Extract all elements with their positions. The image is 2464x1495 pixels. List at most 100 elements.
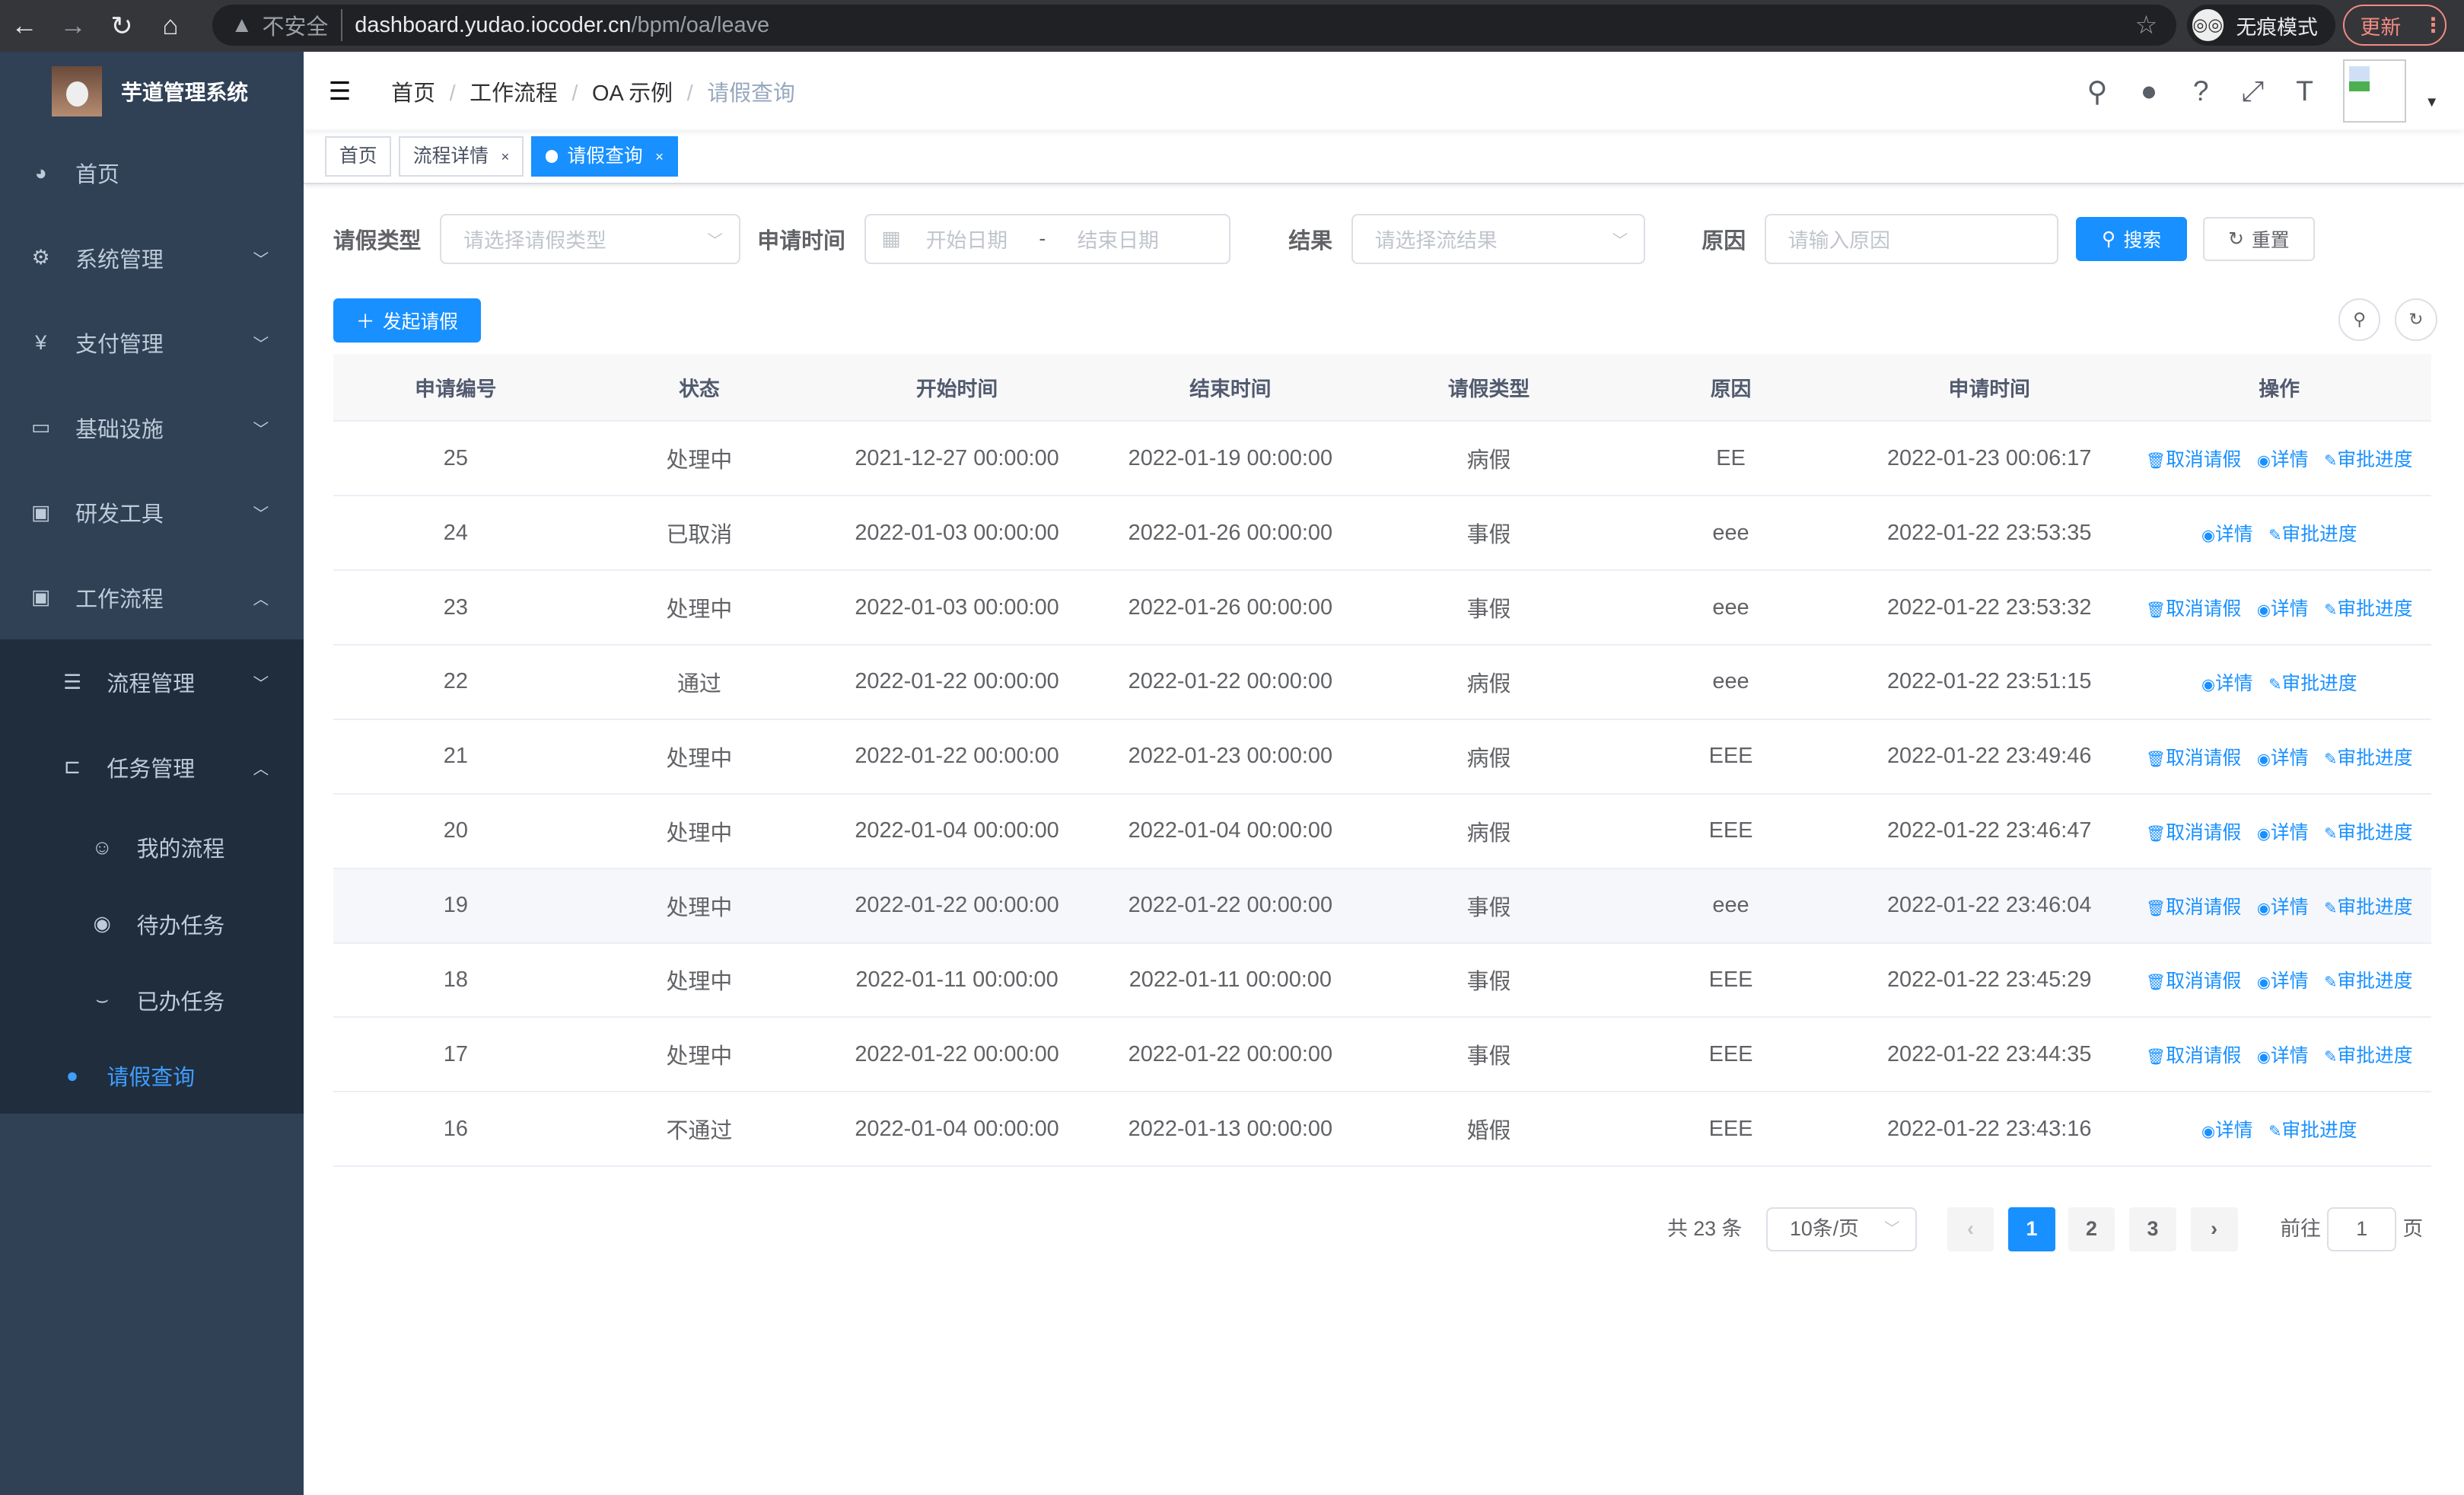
bookmark-star-icon[interactable]: ☆ xyxy=(2135,11,2158,40)
page-button[interactable]: 1 xyxy=(2008,1207,2055,1251)
search-label: 搜索 xyxy=(2123,230,2162,251)
cancel-leave-link[interactable]: 🗑取消请假 xyxy=(2146,748,2241,769)
refresh-button[interactable]: ↻ xyxy=(2395,298,2437,342)
back-icon[interactable]: ← xyxy=(11,11,38,41)
search-button[interactable]: ⚲ 搜索 xyxy=(2075,216,2188,261)
result-select[interactable]: 请选择流结果 ﹀ xyxy=(1351,213,1645,264)
detail-link[interactable]: ◉详情 xyxy=(2257,748,2309,769)
actions-cell: 🗑取消请假 ◉详情 ✎审批进度 xyxy=(2127,1017,2431,1093)
reason-input[interactable]: 请输入原因 xyxy=(1764,213,2059,264)
table-cell: 19 xyxy=(333,868,578,944)
tag-process-detail[interactable]: 流程详情 × xyxy=(399,135,524,177)
cancel-leave-link[interactable]: 🗑取消请假 xyxy=(2146,1046,2241,1066)
progress-link[interactable]: ✎审批进度 xyxy=(2324,823,2412,843)
cancel-leave-link[interactable]: 🗑取消请假 xyxy=(2146,599,2241,620)
fullscreen-icon[interactable]: ⤢ xyxy=(2241,74,2265,107)
address-bar[interactable]: ▲ 不安全 dashboard.yudao.iocoder.cn/bpm/oa/… xyxy=(212,5,2177,46)
detail-link[interactable]: ◉详情 xyxy=(2257,897,2309,918)
sidebar-item-pay[interactable]: ¥ 支付管理 ﹀ xyxy=(0,300,304,385)
tag-leave[interactable]: 请假查询 × xyxy=(531,135,678,177)
sidebar-item-devtools[interactable]: ▣ 研发工具 ﹀ xyxy=(0,470,304,555)
hamburger-icon[interactable]: ☰ xyxy=(328,77,352,106)
progress-link[interactable]: ✎审批进度 xyxy=(2324,897,2412,918)
leave-type-select[interactable]: 请选择请假类型 ﹀ xyxy=(440,213,740,264)
avatar[interactable] xyxy=(2343,59,2406,123)
breadcrumb-item[interactable]: 首页 xyxy=(391,81,435,106)
sidebar-item-done[interactable]: ⌣ 已办任务 xyxy=(0,962,304,1038)
progress-icon: ✎ xyxy=(2324,452,2338,470)
prev-page-button[interactable]: ‹ xyxy=(1947,1207,1994,1251)
font-size-icon[interactable]: T xyxy=(2296,75,2313,107)
home-icon[interactable]: ⌂ xyxy=(162,11,179,41)
forward-icon[interactable]: → xyxy=(59,11,87,41)
actions-cell: 🗑取消请假 ◉详情 ✎审批进度 xyxy=(2127,868,2431,944)
detail-link[interactable]: ◉详情 xyxy=(2257,1046,2309,1066)
detail-link[interactable]: ◉详情 xyxy=(2201,674,2253,694)
table-cell: 事假 xyxy=(1367,868,1611,944)
cancel-leave-link[interactable]: 🗑取消请假 xyxy=(2146,897,2241,918)
close-icon[interactable]: × xyxy=(655,148,664,164)
page-button[interactable]: 3 xyxy=(2129,1207,2176,1251)
tag-label: 请假查询 xyxy=(567,145,643,167)
end-placeholder: 结束日期 xyxy=(1077,229,1159,253)
breadcrumb-item[interactable]: OA 示例 xyxy=(592,81,673,106)
eye-icon: ◉ xyxy=(93,912,111,936)
next-page-button[interactable]: › xyxy=(2190,1207,2238,1251)
date-range-picker[interactable]: ▦ 开始日期 - 结束日期 xyxy=(864,213,1230,264)
sidebar-item-system[interactable]: ⚙ 系统管理 ﹀ xyxy=(0,215,304,301)
user-icon: ● xyxy=(65,1063,79,1087)
cancel-leave-link[interactable]: 🗑取消请假 xyxy=(2146,823,2241,843)
incognito-icon: ◎◎ xyxy=(2192,9,2224,41)
toggle-search-button[interactable]: ⚲ xyxy=(2338,298,2381,342)
progress-link[interactable]: ✎审批进度 xyxy=(2324,599,2412,620)
breadcrumb-item[interactable]: 工作流程 xyxy=(470,81,558,106)
progress-link[interactable]: ✎审批进度 xyxy=(2268,524,2357,545)
detail-link[interactable]: ◉详情 xyxy=(2257,823,2309,843)
table-cell: 16 xyxy=(333,1092,578,1168)
detail-link[interactable]: ◉详情 xyxy=(2201,524,2253,545)
sidebar-item-process-manage[interactable]: ☰ 流程管理 ﹀ xyxy=(0,639,304,725)
navbar: ☰ 首页 / 工作流程 / OA 示例 / 请假查询 ⚲ ● ? ⤢ T ▼ xyxy=(304,52,2464,130)
sidebar-item-workflow[interactable]: ▣ 工作流程 ︿ xyxy=(0,555,304,640)
sidebar-item-leave[interactable]: ● 请假查询 xyxy=(0,1038,304,1114)
detail-link[interactable]: ◉详情 xyxy=(2257,971,2309,992)
page-unit: 页 xyxy=(2402,1216,2424,1240)
caret-down-icon[interactable]: ▼ xyxy=(2424,94,2439,110)
page-size-select[interactable]: 10条/页 ﹀ xyxy=(1766,1207,1918,1251)
progress-link[interactable]: ✎审批进度 xyxy=(2324,971,2412,992)
logo[interactable]: 芋道管理系统 xyxy=(0,52,304,130)
page-button[interactable]: 2 xyxy=(2068,1207,2115,1251)
tag-home[interactable]: 首页 xyxy=(325,135,392,177)
cancel-leave-link[interactable]: 🗑取消请假 xyxy=(2146,450,2241,470)
goto-page-input[interactable]: 1 xyxy=(2327,1207,2397,1251)
progress-link[interactable]: ✎审批进度 xyxy=(2268,674,2357,694)
sidebar-item-infra[interactable]: ▭ 基础设施 ﹀ xyxy=(0,385,304,470)
help-icon[interactable]: ? xyxy=(2192,75,2209,107)
add-leave-button[interactable]: ＋ 发起请假 xyxy=(333,298,481,343)
incognito-badge[interactable]: ◎◎ 无痕模式 xyxy=(2187,5,2335,46)
reload-icon[interactable]: ↻ xyxy=(110,11,133,41)
chevron-down-icon: ﹀ xyxy=(253,420,269,438)
progress-link[interactable]: ✎审批进度 xyxy=(2324,748,2412,769)
col-header: 开始时间 xyxy=(820,353,1094,422)
close-icon[interactable]: × xyxy=(501,148,510,164)
actions-cell: ◉详情 ✎审批进度 xyxy=(2127,645,2431,720)
sidebar-item-my-process[interactable]: ☺ 我的流程 xyxy=(0,809,304,885)
detail-link[interactable]: ◉详情 xyxy=(2201,1120,2253,1141)
sidebar-item-home[interactable]: ◕ 首页 xyxy=(0,130,304,215)
update-button[interactable]: 更新 ⋮ xyxy=(2342,5,2447,46)
cancel-icon: 🗑 xyxy=(2145,974,2166,992)
detail-icon: ◉ xyxy=(2256,899,2271,917)
progress-link[interactable]: ✎审批进度 xyxy=(2324,450,2412,470)
progress-link[interactable]: ✎审批进度 xyxy=(2268,1120,2357,1141)
detail-link[interactable]: ◉详情 xyxy=(2257,599,2309,620)
search-icon[interactable]: ⚲ xyxy=(2087,75,2108,107)
sidebar-item-todo[interactable]: ◉ 待办任务 xyxy=(0,886,304,962)
progress-link[interactable]: ✎审批进度 xyxy=(2324,1046,2412,1066)
cancel-leave-link[interactable]: 🗑取消请假 xyxy=(2146,971,2241,992)
search-icon: ⚲ xyxy=(2353,309,2366,330)
github-icon[interactable]: ● xyxy=(2140,75,2158,107)
detail-link[interactable]: ◉详情 xyxy=(2257,450,2309,470)
reset-button[interactable]: ↻ 重置 xyxy=(2202,216,2315,261)
sidebar-item-task-manage[interactable]: ⊏ 任务管理 ︿ xyxy=(0,725,304,810)
